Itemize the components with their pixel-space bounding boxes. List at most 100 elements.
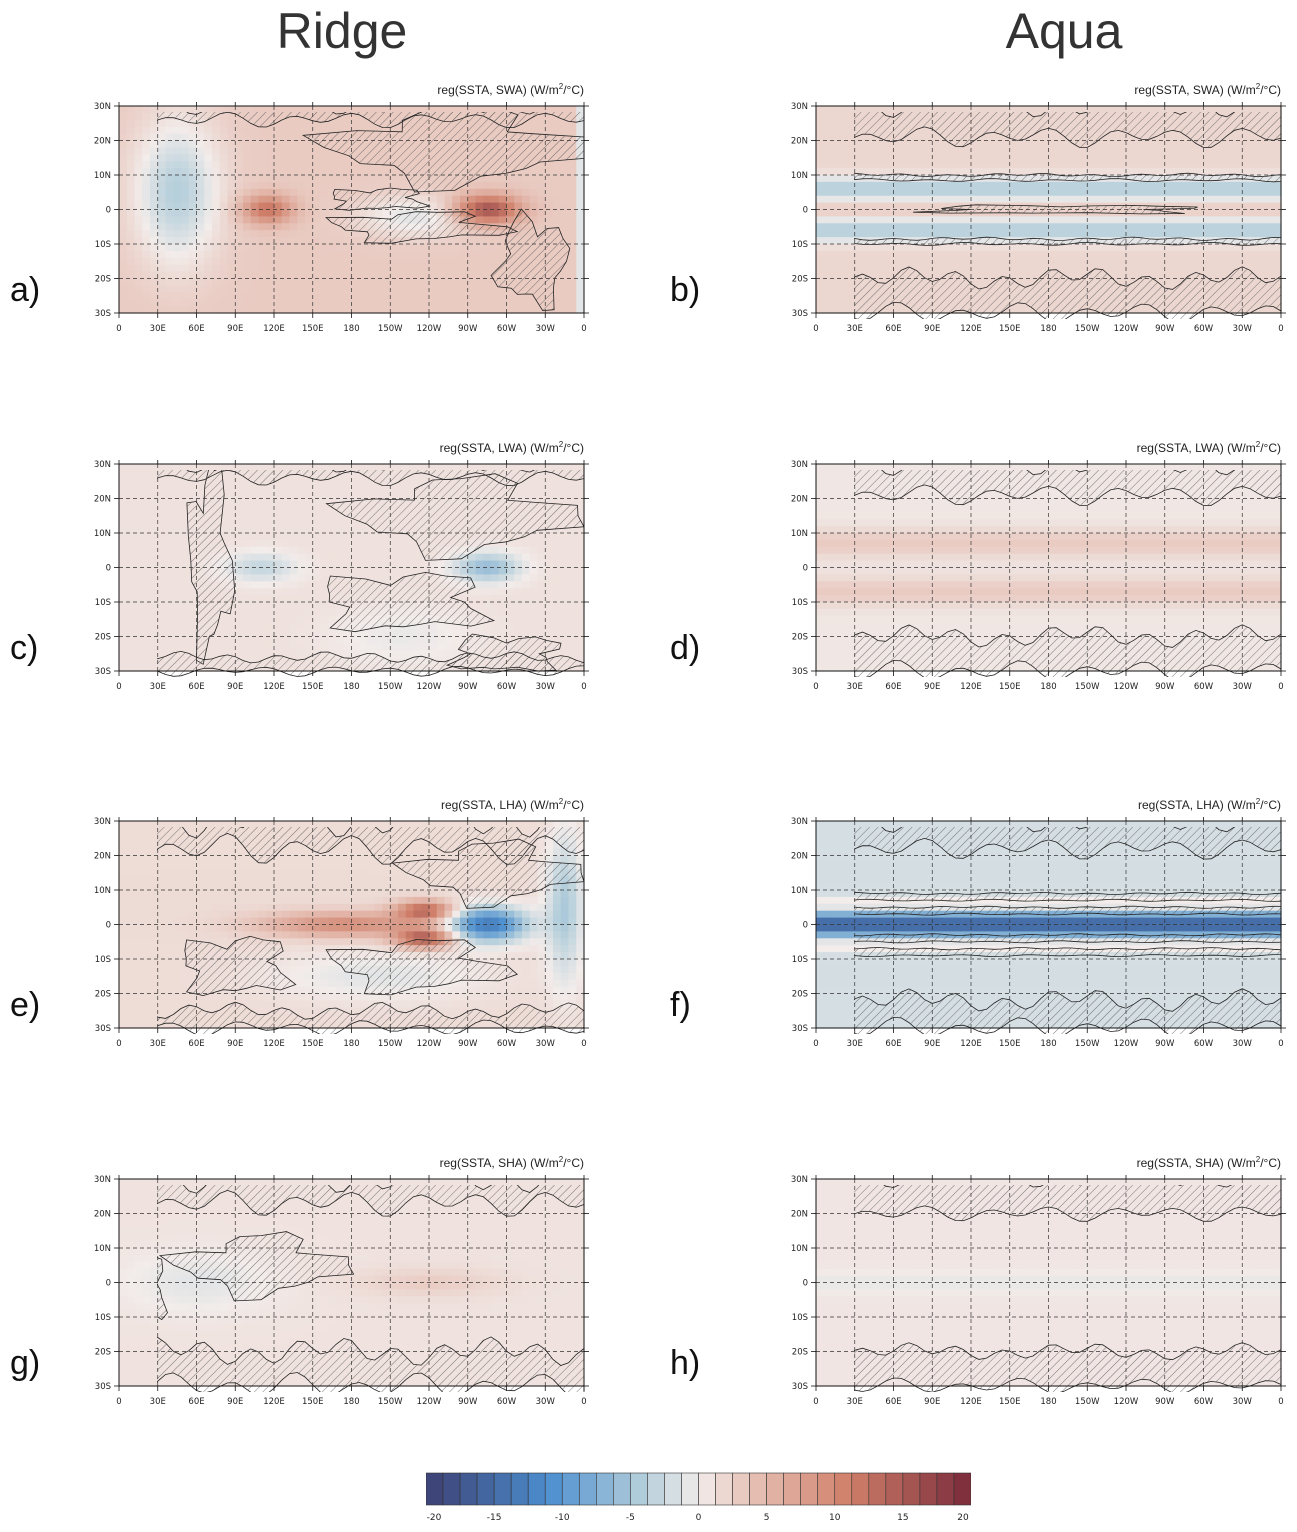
- heatmap-cell: [476, 244, 484, 252]
- heatmap-cell: [1180, 265, 1188, 273]
- x-tick-label: 150E: [999, 324, 1021, 334]
- heatmap-cell: [127, 113, 135, 121]
- heatmap-cell: [290, 505, 298, 513]
- heatmap-cell: [259, 299, 267, 307]
- heatmap-cell: [1157, 230, 1165, 238]
- heatmap-cell: [127, 147, 135, 155]
- heatmap-cell: [1103, 182, 1111, 190]
- heatmap-cell: [119, 272, 127, 280]
- heatmap-cell: [328, 512, 336, 520]
- heatmap-cell: [1149, 154, 1157, 162]
- heatmap-cell: [1018, 244, 1026, 252]
- heatmap-cell: [189, 141, 197, 149]
- heatmap-cell: [173, 237, 181, 245]
- heatmap-cell: [282, 492, 290, 500]
- heatmap-cell: [839, 244, 847, 252]
- heatmap-cell: [499, 554, 507, 562]
- heatmap-cell: [127, 533, 135, 541]
- heatmap-cell: [305, 540, 313, 548]
- heatmap-cell: [266, 561, 274, 569]
- heatmap-cell: [158, 574, 166, 582]
- heatmap-cell: [135, 602, 143, 610]
- heatmap-cell: [150, 285, 158, 293]
- heatmap-cell: [328, 251, 336, 259]
- heatmap-cell: [476, 581, 484, 589]
- heatmap-cell: [569, 595, 577, 603]
- heatmap-cell: [158, 499, 166, 507]
- y-tick-label: 10S: [95, 240, 111, 250]
- heatmap-cell: [1080, 251, 1088, 259]
- heatmap-cell: [181, 223, 189, 231]
- heatmap-cell: [1165, 189, 1173, 197]
- heatmap-cell: [1266, 216, 1274, 224]
- heatmap-cell: [328, 175, 336, 183]
- heatmap-cell: [569, 485, 577, 493]
- heatmap-cell: [1266, 203, 1274, 211]
- heatmap-cell: [313, 272, 321, 280]
- heatmap-cell: [228, 258, 236, 266]
- heatmap-cell: [189, 168, 197, 176]
- heatmap-cell: [1173, 223, 1181, 231]
- heatmap-cell: [561, 292, 569, 300]
- heatmap-cell: [266, 306, 274, 314]
- heatmap-cell: [266, 299, 274, 307]
- heatmap-cell: [1072, 251, 1080, 259]
- heatmap-cell: [290, 134, 298, 142]
- heatmap-cell: [824, 230, 832, 238]
- heatmap-cell: [383, 210, 391, 218]
- heatmap-cell: [390, 265, 398, 273]
- heatmap-cell: [212, 265, 220, 273]
- heatmap-cell: [839, 230, 847, 238]
- heatmap-cell: [127, 568, 135, 576]
- heatmap-cell: [344, 161, 352, 169]
- heatmap-cell: [499, 216, 507, 224]
- heatmap-cell: [158, 134, 166, 142]
- heatmap-cell: [994, 258, 1002, 266]
- heatmap-cell: [266, 127, 274, 135]
- heatmap-cell: [150, 581, 158, 589]
- heatmap-cell: [491, 237, 499, 245]
- heatmap-cell: [816, 223, 824, 231]
- heatmap-cell: [545, 581, 553, 589]
- heatmap-cell: [181, 168, 189, 176]
- heatmap-cell: [940, 230, 948, 238]
- heatmap-cell: [290, 547, 298, 555]
- heatmap-cell: [994, 141, 1002, 149]
- heatmap-cell: [421, 244, 429, 252]
- heatmap-cell: [545, 120, 553, 128]
- heatmap-cell: [352, 292, 360, 300]
- heatmap-cell: [956, 216, 964, 224]
- heatmap-cell: [948, 251, 956, 259]
- heatmap-cell: [158, 120, 166, 128]
- heatmap-cell: [142, 120, 150, 128]
- heatmap-cell: [166, 161, 174, 169]
- heatmap-cell: [328, 258, 336, 266]
- heatmap-cell: [235, 237, 243, 245]
- heatmap-cell: [352, 175, 360, 183]
- heatmap-cell: [445, 306, 453, 314]
- heatmap-cell: [460, 568, 468, 576]
- heatmap-cell: [1149, 141, 1157, 149]
- heatmap-cell: [166, 485, 174, 493]
- heatmap-cell: [189, 147, 197, 155]
- heatmap-cell: [816, 230, 824, 238]
- heatmap-cell: [994, 154, 1002, 162]
- heatmap-cell: [297, 540, 305, 548]
- heatmap-cell: [1165, 147, 1173, 155]
- heatmap-cell: [166, 505, 174, 513]
- heatmap-cell: [181, 265, 189, 273]
- x-tick-label: 30W: [536, 324, 556, 334]
- heatmap-cell: [971, 230, 979, 238]
- heatmap-cell: [181, 182, 189, 190]
- heatmap-cell: [135, 505, 143, 513]
- heatmap-cell: [158, 244, 166, 252]
- heatmap-cell: [189, 272, 197, 280]
- heatmap-cell: [158, 505, 166, 513]
- heatmap-cell: [514, 554, 522, 562]
- heatmap-cell: [127, 540, 135, 548]
- heatmap-cell: [491, 196, 499, 204]
- heatmap-cell: [1025, 196, 1033, 204]
- heatmap-cell: [305, 168, 313, 176]
- heatmap-cell: [142, 127, 150, 135]
- heatmap-cell: [150, 499, 158, 507]
